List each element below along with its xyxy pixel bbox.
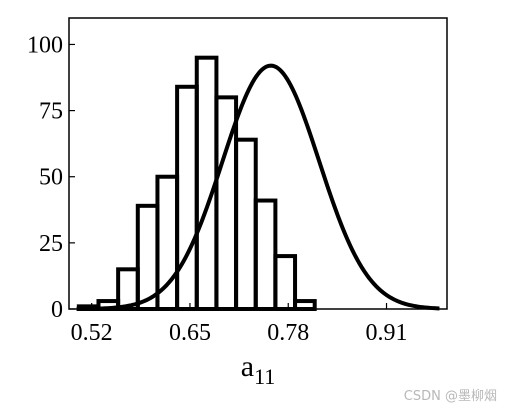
- y-tick-label-1: 25: [39, 231, 63, 257]
- y-tick-label-2: 50: [39, 165, 63, 191]
- x-axis-ticks: 0.52 0.65 0.78 0.91: [71, 303, 408, 346]
- plot-frame: [68, 17, 448, 310]
- x-axis-label-main: a: [241, 350, 254, 383]
- y-axis-ticks: 0 25 50 75 100: [27, 32, 75, 323]
- y-tick-label-3: 75: [39, 99, 63, 125]
- histogram-bar-8: [234, 137, 258, 311]
- x-axis-label: a11: [241, 350, 276, 389]
- bars: [76, 55, 317, 312]
- x-tick-label-2: 0.78: [267, 320, 309, 346]
- x-axis-label-sub: 11: [254, 364, 275, 389]
- x-tick-label-0: 0.52: [71, 320, 113, 346]
- histogram-bar-5: [175, 84, 199, 311]
- histogram-bar-10: [273, 254, 298, 312]
- histogram-bar-9: [253, 198, 278, 311]
- normal-fit-curve: [76, 63, 440, 311]
- x-tick-label-1: 0.65: [169, 320, 211, 346]
- watermark: CSDN @墨柳烟: [403, 389, 497, 404]
- histogram-bar-11: [293, 299, 317, 311]
- y-tick-label-0: 0: [51, 297, 63, 323]
- x-tick-label-3: 0.91: [366, 320, 408, 346]
- y-tick-label-4: 100: [27, 32, 63, 58]
